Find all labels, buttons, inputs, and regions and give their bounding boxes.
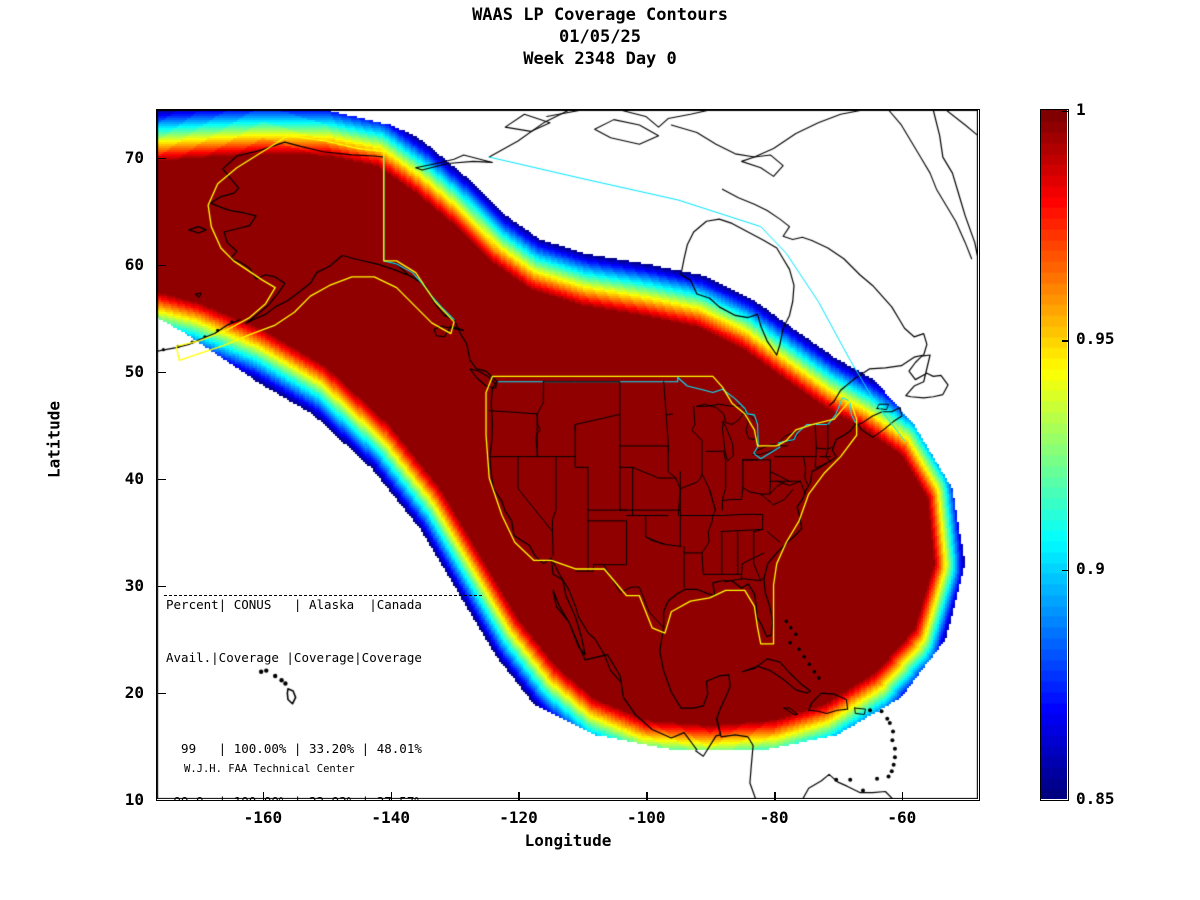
- colorbar-tick-label: 1: [1076, 99, 1086, 119]
- x-axis-tick: [774, 791, 776, 800]
- y-axis-tick-label: 40: [124, 468, 144, 488]
- x-axis-tick: [646, 791, 648, 800]
- y-axis-tick: [157, 371, 166, 374]
- y-axis-tick-label: 50: [124, 361, 144, 381]
- stats-header-row-1: Percent| CONUS | Alaska |Canada: [166, 597, 422, 612]
- y-axis-tick-label: 10: [124, 789, 144, 809]
- x-axis-tick: [262, 791, 265, 800]
- title-line-2: 01/05/25: [559, 27, 641, 47]
- stats-row-99: 99 | 100.00% | 33.20% | 48.01%: [166, 741, 422, 756]
- y-axis-tick: [157, 799, 166, 801]
- x-axis-tick: [901, 791, 904, 800]
- x-axis-tick-label: -160: [243, 808, 283, 827]
- coverage-stats-table: Percent| CONUS | Alaska |Canada Avail.|C…: [166, 561, 422, 801]
- x-axis-tick-label: -80: [759, 808, 789, 827]
- y-axis-tick: [157, 478, 166, 481]
- y-axis-tick: [157, 264, 166, 267]
- colorbar-gradient: [1041, 110, 1067, 799]
- y-axis-tick: [157, 692, 166, 694]
- credit-block: W.J.H. FAA Technical Center WAAS Test Te…: [184, 737, 355, 800]
- colorbar-tick: [1062, 799, 1069, 801]
- title-line-3: Week 2348 Day 0: [523, 49, 677, 69]
- x-axis-tick-label: -120: [499, 808, 538, 827]
- credit-line-1: W.J.H. FAA Technical Center: [184, 763, 355, 775]
- colorbar-tick: [1062, 110, 1069, 112]
- colorbar-tick-label: 0.95: [1076, 329, 1115, 349]
- colorbar: [1040, 109, 1069, 801]
- x-axis-tick-label: -100: [627, 808, 666, 827]
- title-line-1: WAAS LP Coverage Contours: [472, 5, 728, 25]
- coverage-contour-map: [157, 110, 978, 799]
- chart-title-block: WAAS LP Coverage Contours 01/05/25 Week …: [0, 4, 1200, 70]
- y-axis-tick: [157, 585, 166, 588]
- y-axis-tick-label: 30: [124, 575, 144, 595]
- x-axis-tick-label: -60: [887, 808, 917, 827]
- x-axis-label: Longitude: [524, 831, 612, 850]
- colorbar-tick-label: 0.9: [1076, 558, 1105, 578]
- map-plot-area: Percent| CONUS | Alaska |Canada Avail.|C…: [156, 109, 980, 801]
- x-axis-tick: [390, 791, 393, 800]
- y-axis-tick: [157, 157, 166, 160]
- colorbar-tick-label: 0.85: [1076, 788, 1115, 808]
- y-axis-tick-label: 60: [124, 254, 144, 274]
- stats-table-divider: [164, 595, 482, 596]
- x-axis-tick: [518, 791, 520, 800]
- colorbar-tick: [1062, 569, 1069, 572]
- stats-row-999: 99.9 | 100.00% | 23.93% | 37.57%: [166, 793, 422, 801]
- y-axis-label: Latitude: [44, 400, 64, 479]
- y-axis-tick-label: 20: [124, 682, 144, 702]
- y-axis-tick-label: 70: [124, 147, 144, 167]
- stats-header-row-2: Avail.|Coverage |Coverage|Coverage: [166, 649, 422, 665]
- x-axis-tick-label: -140: [371, 808, 410, 827]
- colorbar-tick: [1062, 340, 1069, 342]
